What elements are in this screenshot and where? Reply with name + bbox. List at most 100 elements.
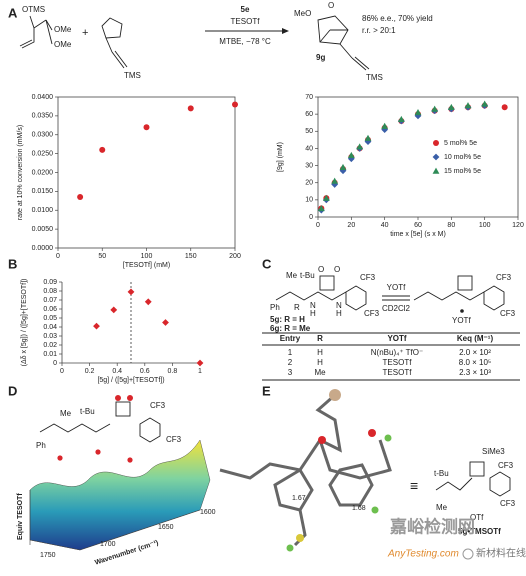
- atom-label: H: [336, 309, 342, 318]
- bond: [114, 50, 128, 68]
- ir-surface: [29, 439, 211, 551]
- point: [414, 109, 422, 116]
- bond: [354, 56, 370, 70]
- point: [364, 138, 372, 145]
- panel-label: A: [8, 5, 18, 20]
- compound: 9g: [316, 53, 325, 62]
- squaramide: [115, 401, 131, 417]
- scheme-a: OTMS OMe OMe + TMS 5e TESOTf MTBE, −78 °…: [19, 1, 433, 82]
- point: [481, 100, 489, 107]
- atom-label: Me: [286, 271, 298, 280]
- point: [364, 134, 372, 141]
- distance: 1.67: [292, 495, 306, 502]
- atom-label: CF3: [496, 273, 512, 282]
- y-tick-label: 0.07: [43, 297, 57, 304]
- y-tick-label: 0.01: [43, 351, 57, 358]
- x-tick-label: 200: [229, 253, 241, 260]
- point: [501, 104, 508, 111]
- peak-marker: [127, 457, 133, 463]
- atom-label: O: [318, 265, 324, 274]
- fluorine: [286, 544, 294, 552]
- atom-label: N: [310, 301, 316, 310]
- panel-label: B: [8, 256, 17, 271]
- y-tick-label: 0.05: [43, 315, 57, 322]
- x-axis-title: time x [5e] (s x M): [390, 231, 446, 238]
- catalyst: 5e: [241, 5, 250, 14]
- aryl: [345, 285, 367, 311]
- atom-label: OTf: [470, 513, 484, 522]
- atom-label: t-Bu: [300, 271, 315, 280]
- solvent: CD2Cl2: [382, 304, 411, 313]
- y-tick-label: 0.06: [43, 306, 57, 313]
- table-header: YOTf: [387, 334, 406, 343]
- atom-label: TMS: [366, 73, 383, 82]
- additive: TESOTf: [231, 17, 261, 26]
- bond: [29, 15, 35, 29]
- axis-title: Equiv TESOTf: [17, 493, 24, 540]
- y-tick-label: 0.0300: [32, 132, 54, 139]
- table-cell: 2.0 × 10²: [459, 348, 491, 357]
- x-tick-label: 150: [185, 253, 197, 260]
- watermark-icon: [462, 548, 474, 560]
- x-tick-label: 120: [512, 222, 524, 229]
- fluorine: [384, 434, 392, 442]
- y-tick-label: 0.08: [43, 288, 57, 295]
- panel-label: E: [262, 383, 271, 398]
- scheme-c: Me t-Bu Ph R N H N H O O CF3 CF3 5g: R =…: [270, 265, 516, 333]
- x-tick-label: 20: [347, 222, 355, 229]
- table-cell: H: [317, 348, 323, 357]
- point: [93, 322, 100, 330]
- axis: [29, 509, 201, 551]
- legend-marker: [432, 167, 440, 174]
- atom-label: O: [328, 1, 334, 10]
- tick-label: 1700: [100, 541, 116, 548]
- y-tick-label: 60: [305, 111, 313, 118]
- point: [232, 101, 238, 108]
- table-cell: 1: [288, 348, 293, 357]
- bond: [111, 51, 125, 69]
- y-tick-label: 0: [309, 214, 313, 221]
- panel-label: D: [8, 383, 17, 398]
- atom-label: H: [310, 309, 316, 318]
- ring: [317, 15, 349, 45]
- aryl: [483, 285, 505, 311]
- x-tick-label: 0.6: [140, 368, 150, 375]
- fluorine: [371, 506, 379, 514]
- atom-label: MeO: [294, 9, 311, 18]
- x-axis-title: [TESOTf] (mM): [123, 262, 170, 269]
- y-tick-label: 70: [305, 94, 313, 101]
- point: [414, 112, 422, 120]
- point: [196, 359, 204, 367]
- point: [381, 122, 389, 129]
- atom-label: CF3: [166, 435, 182, 444]
- y-axis-title: [9g] (mM): [277, 142, 284, 172]
- oxygen: [368, 429, 376, 437]
- ratio: r.r. > 20:1: [362, 26, 396, 35]
- result: 86% e.e., 70% yield: [362, 14, 433, 23]
- point: [339, 167, 347, 175]
- table-cell: 8.0 × 10⁵: [459, 358, 491, 367]
- atom-label: CF3: [364, 309, 380, 318]
- x-tick-label: 0: [56, 253, 60, 260]
- y-tick-label: 20: [305, 180, 313, 187]
- watermark: AnyTesting.com: [387, 549, 459, 560]
- atom-label: CF3: [500, 499, 516, 508]
- bond: [339, 43, 353, 59]
- chain: [275, 291, 347, 301]
- oxygen: [115, 395, 121, 401]
- atom-label: N: [336, 301, 342, 310]
- y-tick-label: 0: [53, 360, 57, 367]
- x-tick-label: 50: [98, 253, 106, 260]
- x-tick-label: 0.8: [168, 368, 178, 375]
- atom-label: OMe: [54, 25, 72, 34]
- compound: 5g: R = H: [270, 315, 305, 324]
- table-cell: TESOTf: [383, 368, 413, 377]
- y-tick-label: 0.0350: [32, 113, 54, 120]
- atom-label: CF3: [500, 309, 516, 318]
- point: [110, 306, 118, 314]
- aryl: [489, 471, 511, 497]
- atom-label: OMe: [54, 40, 72, 49]
- distance: 1.68: [352, 505, 366, 512]
- chain: [435, 477, 473, 491]
